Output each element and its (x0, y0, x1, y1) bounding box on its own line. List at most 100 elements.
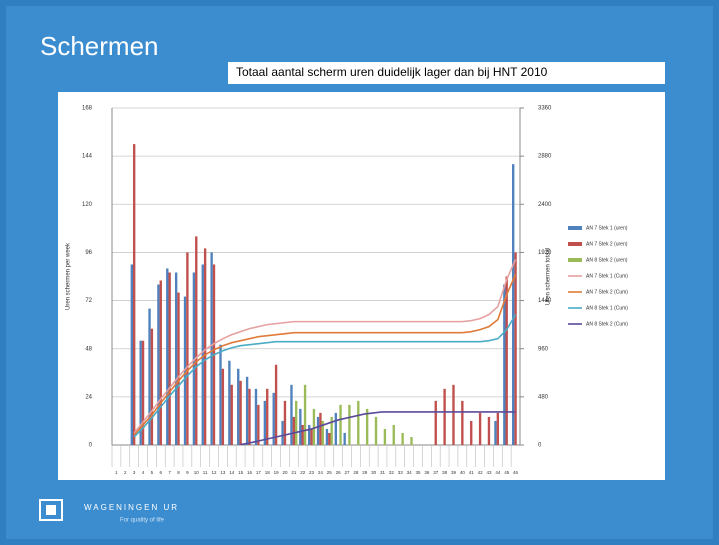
legend-swatch (568, 226, 582, 230)
y-tick-label: 96 (85, 250, 92, 256)
bar (201, 264, 204, 445)
chart: 0244872961201441680480960144019202400288… (66, 106, 629, 476)
x-tick-label: 30 (371, 470, 377, 475)
x-tick-label: 9 (186, 470, 189, 475)
x-tick-label: 34 (407, 470, 413, 475)
bar (130, 264, 133, 445)
y2-tick-label: 2880 (538, 154, 552, 160)
x-tick-label: 28 (353, 470, 359, 475)
x-tick-label: 45 (504, 470, 510, 475)
bar (328, 432, 331, 445)
x-tick-label: 39 (451, 470, 457, 475)
x-tick-label: 32 (389, 470, 395, 475)
y-axis-label: Uren schermen per week (66, 242, 72, 310)
legend-label: AN 7 Stek 1 (uren) (586, 225, 628, 231)
bar (496, 412, 500, 445)
bar (290, 384, 293, 445)
x-tick-label: 15 (238, 470, 244, 475)
y2-tick-label: 2400 (538, 202, 552, 208)
bar (239, 380, 242, 445)
y-tick-label: 72 (85, 298, 92, 304)
slide-title: Schermen (40, 31, 159, 61)
legend-label: AN 7 Stek 2 (uren) (586, 241, 628, 247)
y-tick-label: 168 (82, 106, 93, 112)
y2-tick-label: 480 (538, 394, 549, 400)
x-tick-label: 19 (274, 470, 280, 475)
bar (319, 412, 322, 445)
bar (237, 368, 240, 445)
bar (139, 340, 142, 445)
x-tick-label: 43 (486, 470, 492, 475)
x-tick-label: 40 (460, 470, 466, 475)
bar (132, 144, 136, 445)
bar (295, 400, 298, 445)
bar (348, 404, 351, 445)
y2-tick-label: 3360 (538, 106, 552, 112)
x-tick-label: 21 (291, 470, 297, 475)
bar (512, 164, 515, 445)
bar (159, 280, 162, 445)
bar (503, 284, 506, 445)
x-tick-label: 20 (282, 470, 288, 475)
bar (210, 252, 213, 445)
bar (281, 420, 284, 445)
bar (177, 292, 180, 445)
x-tick-label: 35 (415, 470, 421, 475)
y2-axis-label: Uren schermen totaal (546, 248, 552, 305)
bar (183, 296, 187, 445)
x-tick-label: 6 (160, 470, 163, 475)
bar (301, 424, 304, 445)
y-tick-label: 120 (82, 202, 93, 208)
bar (266, 388, 269, 445)
x-tick-label: 23 (309, 470, 315, 475)
bar (330, 416, 333, 445)
bar (392, 424, 395, 445)
x-tick-label: 5 (151, 470, 154, 475)
x-tick-label: 27 (345, 470, 351, 475)
x-tick-label: 29 (362, 470, 368, 475)
x-tick-label: 37 (433, 470, 439, 475)
bar (410, 436, 413, 445)
slide-subtitle: Totaal aantal scherm uren duidelijk lage… (236, 65, 548, 79)
line (133, 314, 517, 438)
bar (374, 416, 378, 445)
legend-swatch (568, 242, 582, 246)
x-tick-label: 14 (229, 470, 235, 475)
x-tick-label: 8 (177, 470, 180, 475)
bar (254, 388, 258, 445)
bar (248, 388, 251, 445)
bar (219, 344, 222, 445)
bar (272, 392, 275, 445)
bar (257, 404, 260, 445)
bar (334, 412, 337, 445)
bar (505, 276, 508, 445)
bar (487, 416, 491, 445)
x-tick-label: 46 (513, 470, 519, 475)
legend-swatch (568, 258, 582, 262)
bar (195, 236, 198, 445)
bar (461, 400, 464, 445)
bar (230, 384, 233, 445)
y-tick-label: 48 (85, 346, 92, 352)
logo-icon (39, 499, 63, 521)
bar (303, 384, 307, 445)
bar (283, 400, 287, 445)
x-tick-label: 10 (194, 470, 200, 475)
y2-tick-label: 1920 (538, 250, 552, 256)
bar (150, 328, 154, 445)
bar (174, 272, 178, 445)
y-tick-label: 144 (82, 154, 93, 160)
x-tick-label: 26 (336, 470, 342, 475)
line (133, 274, 517, 436)
y-tick-label: 0 (89, 443, 93, 449)
bar (186, 252, 189, 445)
bar (263, 400, 267, 445)
x-tick-label: 38 (442, 470, 448, 475)
line (240, 411, 516, 446)
bar (308, 424, 311, 445)
legend-label: AN 8 Stek 2 (Cum) (586, 321, 628, 327)
bar (494, 420, 497, 445)
x-tick-label: 24 (318, 470, 324, 475)
bar (478, 412, 482, 445)
